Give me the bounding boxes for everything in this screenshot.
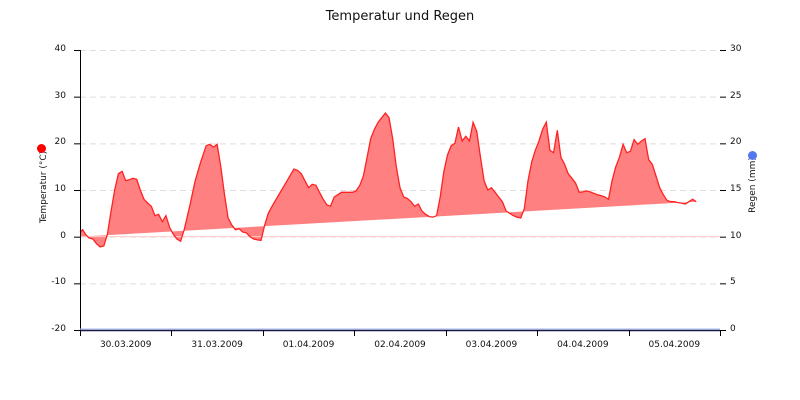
axes — [74, 50, 726, 336]
y-tick-label-right: 30 — [730, 44, 742, 54]
x-tick-label: 05.04.2009 — [648, 340, 701, 350]
chart-title: Temperatur und Regen — [325, 9, 475, 24]
y-tick-label-left: -10 — [51, 277, 66, 288]
x-tick-label: 03.04.2009 — [465, 340, 518, 350]
y-tick-label-left: 0 — [60, 230, 66, 241]
y-tick-label-left: 20 — [54, 137, 66, 148]
y-tick-label-left: 30 — [54, 90, 66, 101]
x-tick-label: 31.03.2009 — [191, 340, 243, 350]
y-tick-label-right: 10 — [730, 230, 742, 241]
y-tick-label-right: 25 — [730, 90, 742, 101]
x-tick-label: 02.04.2009 — [374, 340, 426, 350]
y-tick-label-left: 10 — [54, 184, 66, 194]
temperature-area — [79, 111, 720, 248]
y-tick-label-left: -20 — [51, 324, 66, 334]
y-tick-label-left: 40 — [54, 44, 66, 54]
rain-legend-marker-icon — [748, 151, 757, 160]
temperature-legend-marker-icon — [37, 144, 46, 153]
y-tick-label-right: 0 — [730, 324, 736, 334]
x-tick-label: 30.03.2009 — [99, 340, 152, 350]
y-tick-label-right: 5 — [730, 277, 736, 288]
y-axis-right-title: Regen (mm) — [748, 157, 758, 213]
y-tick-label-right: 20 — [730, 137, 742, 148]
x-tick-label: 04.04.2009 — [557, 340, 609, 350]
x-tick-label: 01.04.2009 — [282, 340, 335, 350]
y-tick-label-right: 15 — [730, 184, 742, 194]
